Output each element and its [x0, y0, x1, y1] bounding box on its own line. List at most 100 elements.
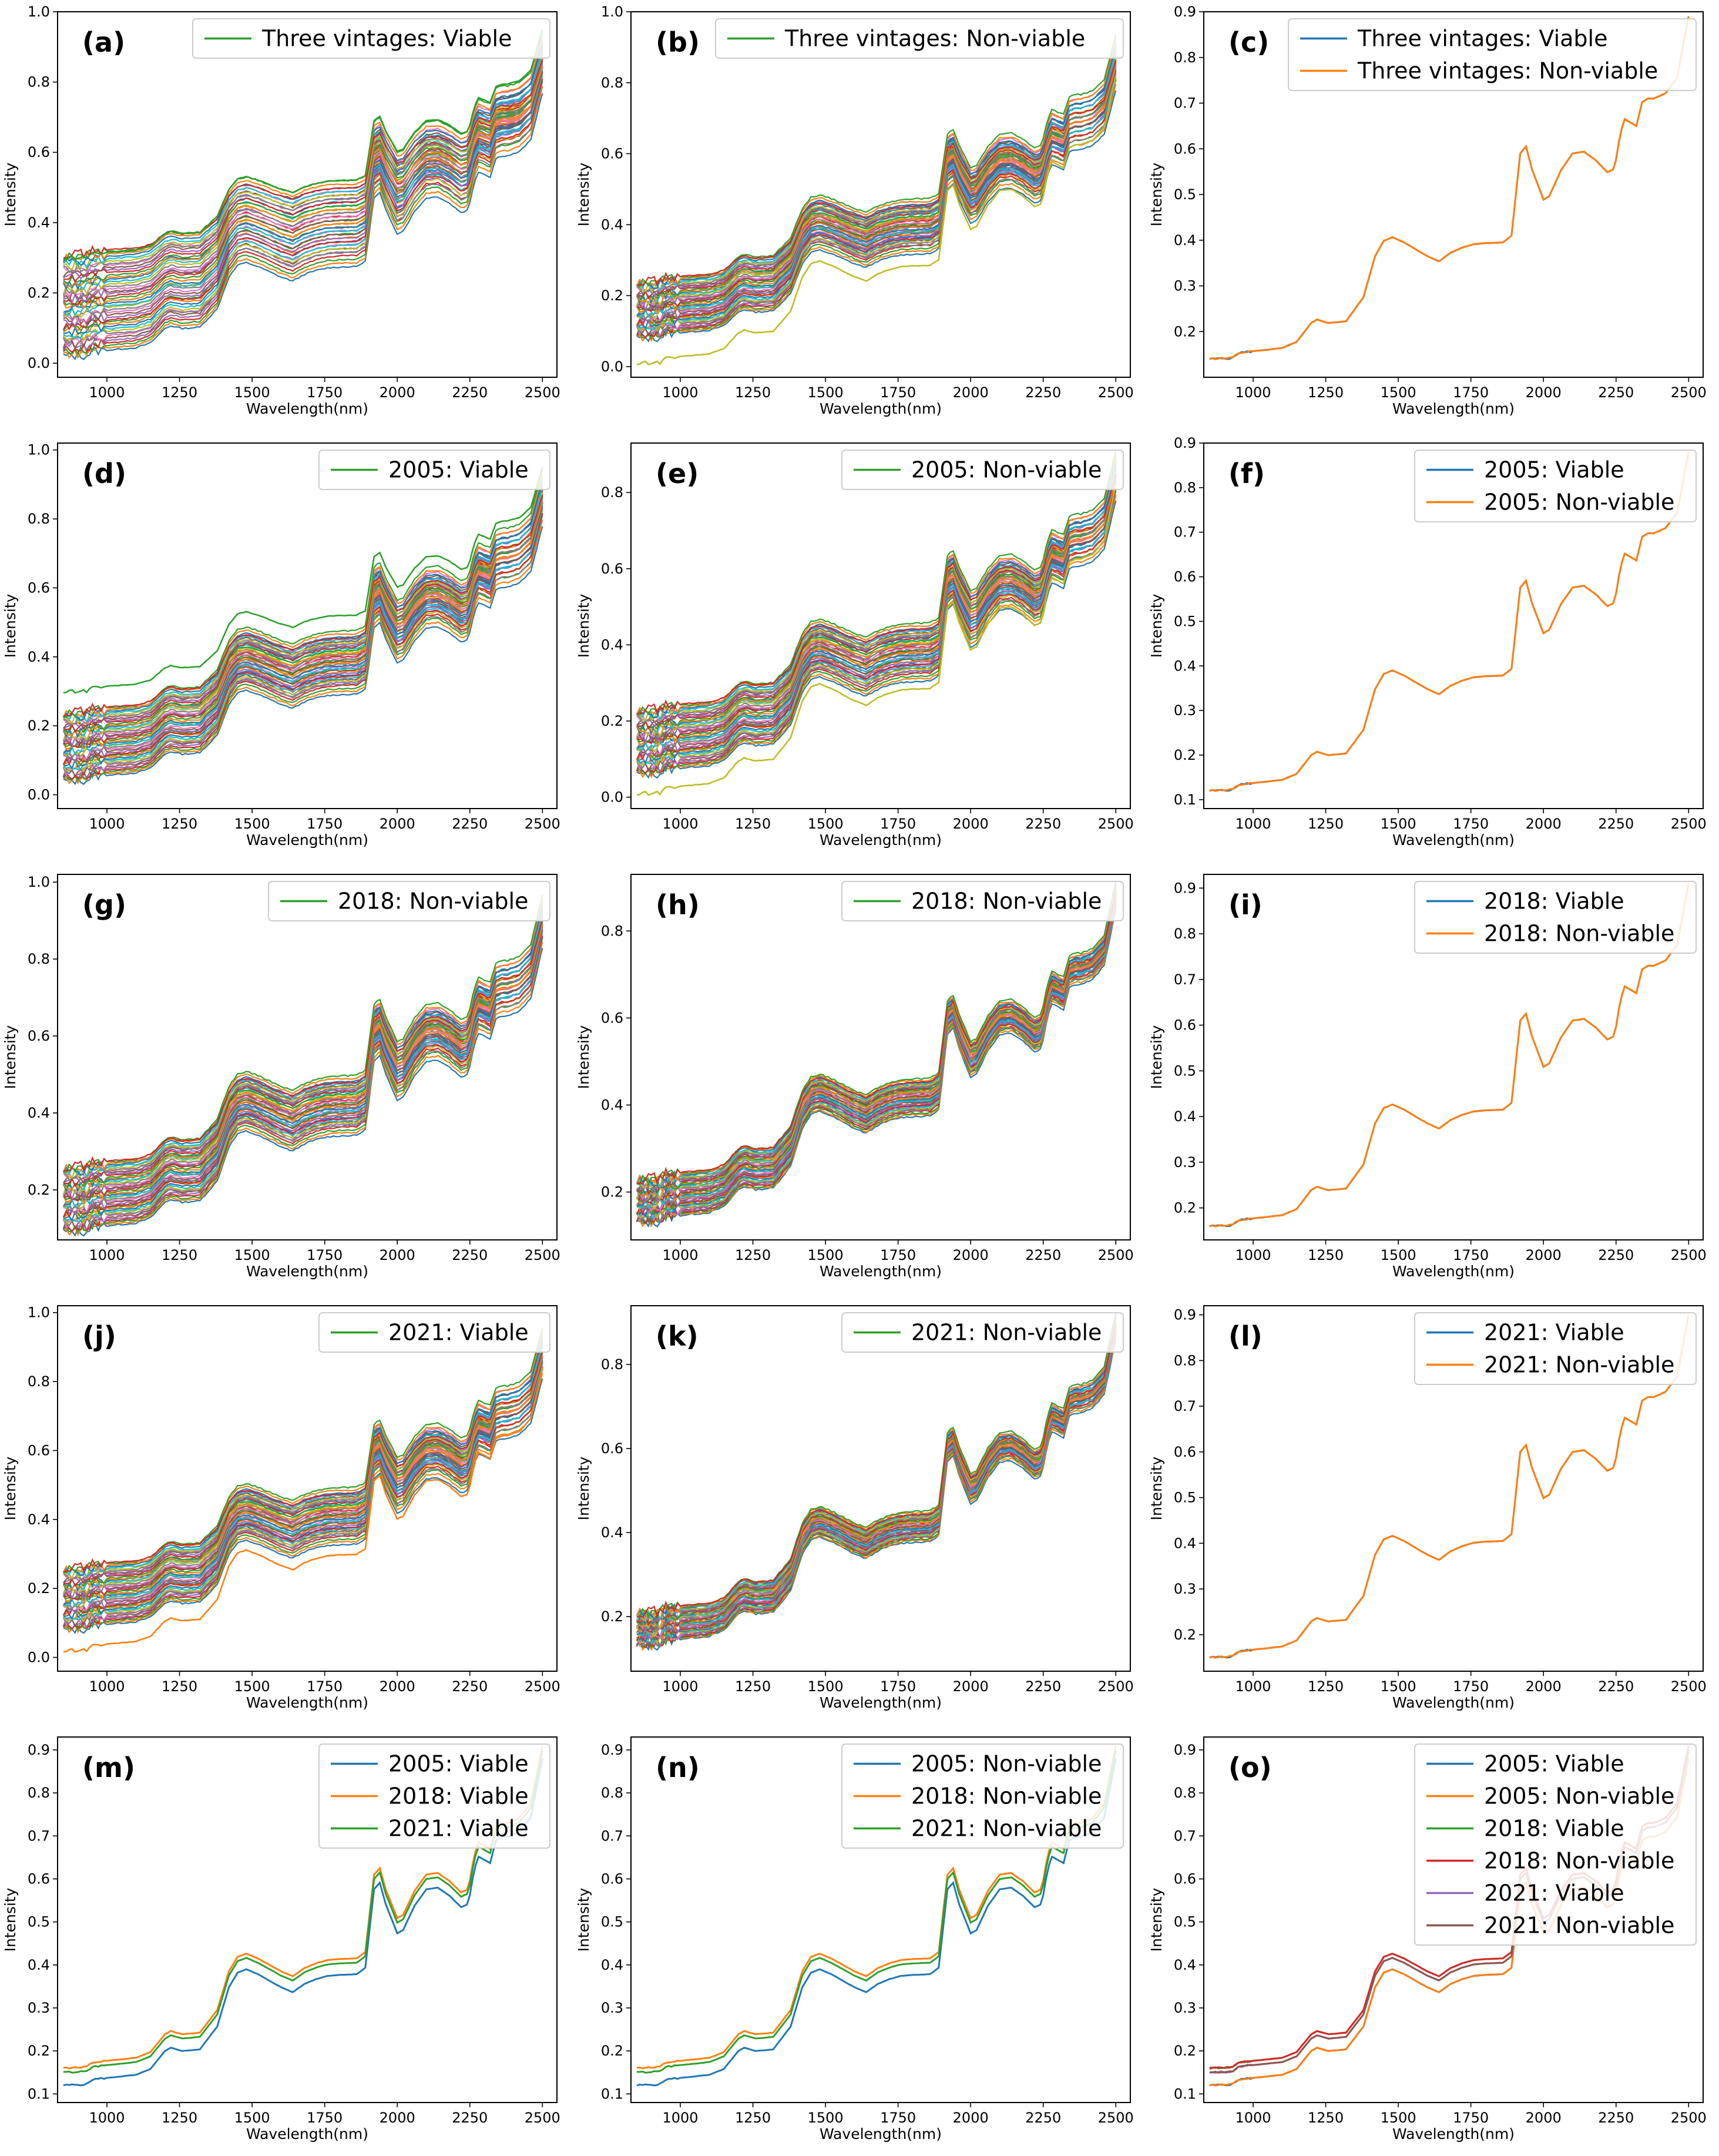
- spectrum-line: [62, 931, 543, 1232]
- spectrum-line: [63, 924, 543, 1215]
- x-tick-label: 1000: [662, 816, 698, 832]
- spectrum-line: [63, 1352, 543, 1611]
- spectrum-line: [63, 1352, 543, 1587]
- x-tick-label: 1000: [1235, 1247, 1271, 1263]
- spectrum-line: [636, 1320, 1117, 1642]
- spectrum-line: [636, 1330, 1117, 1633]
- series-group: [636, 881, 1117, 1228]
- y-tick-label: 0.6: [28, 579, 50, 596]
- x-tick-label: 1750: [307, 384, 343, 401]
- spectrum-line: [636, 491, 1117, 769]
- spectrum-line: [636, 1323, 1117, 1621]
- y-axis-label: Intensity: [2, 594, 19, 658]
- x-tick-label: 1500: [1381, 1678, 1416, 1695]
- y-tick-label: 0.7: [601, 1828, 623, 1844]
- legend-box: [1414, 881, 1697, 954]
- spectrum-outlier-line: [636, 75, 1117, 366]
- spectrum-line: [63, 76, 543, 342]
- y-tick-label: 0.7: [1174, 524, 1196, 541]
- spectrum-line: [62, 64, 543, 299]
- x-tick-label: 1750: [880, 1247, 916, 1263]
- y-tick-label: 0.6: [28, 1442, 50, 1458]
- spectrum-line: [636, 77, 1117, 327]
- x-tick-label: 1750: [307, 816, 343, 832]
- legend: 2005: Viable: [318, 450, 550, 490]
- spectrum-line: [636, 1317, 1117, 1620]
- legend-entry: 2021: Viable: [1484, 1880, 1624, 1906]
- spectrum-line: [63, 503, 543, 753]
- x-axis-label: Wavelength(nm): [1392, 1694, 1515, 1711]
- spectrum-line: [63, 1358, 543, 1605]
- series-group: [62, 29, 543, 361]
- x-tick-label: 2250: [1025, 2110, 1061, 2126]
- spectrum-line: [636, 894, 1117, 1205]
- panel-tag: (d): [82, 458, 126, 489]
- spectrum-line: [636, 483, 1117, 743]
- spectrum-line: [636, 59, 1117, 287]
- y-axis-label: Intensity: [2, 162, 19, 226]
- y-tick-label: 0.4: [28, 1105, 50, 1121]
- x-tick-label: 1500: [234, 1678, 270, 1695]
- y-tick-label: 0.2: [28, 717, 50, 734]
- spectrum-line: [636, 46, 1117, 290]
- spectrum-line: [63, 514, 543, 782]
- x-tick-label: 1250: [1308, 1678, 1344, 1695]
- x-tick-label: 1250: [735, 2110, 771, 2126]
- spectrum-line: [636, 1333, 1117, 1642]
- y-tick-label: 0.9: [1174, 880, 1196, 896]
- spectrum-line: [63, 948, 543, 1237]
- spectrum-line: [636, 1326, 1117, 1644]
- y-tick-label: 0.5: [1174, 1914, 1196, 1930]
- legend-box: [318, 1312, 550, 1353]
- mean-spectrum-line: [636, 1749, 1117, 2074]
- spectrum-line: [636, 1334, 1117, 1646]
- series-group: [63, 1745, 543, 2087]
- x-axis-label: Wavelength(nm): [820, 1694, 942, 1711]
- legend-box: [268, 881, 550, 921]
- spectrum-line: [62, 1357, 543, 1628]
- legend-box: [841, 1743, 1124, 1849]
- plot-frame: [1203, 1305, 1704, 1672]
- spectrum-line: [63, 1378, 543, 1634]
- y-tick-label: 0.2: [601, 2043, 623, 2059]
- legend: 2005: Viable 2005: Non-viable 2018: Viable…: [1414, 1743, 1697, 1946]
- legend-entry: 2021: Non-viable: [911, 1816, 1102, 1842]
- spectrum-line: [63, 71, 543, 303]
- spectrum-line: [636, 482, 1117, 765]
- panel-tag: (l): [1228, 1320, 1263, 1352]
- spectrum-line: [62, 481, 543, 722]
- y-tick-label: 0.8: [1174, 926, 1196, 942]
- series-group: [636, 34, 1117, 366]
- spectrum-line: [636, 1330, 1117, 1649]
- x-axis-label: Wavelength(nm): [1392, 2125, 1515, 2142]
- x-tick-label: 1250: [735, 816, 771, 832]
- legend-entry: Three vintages: Viable: [261, 26, 512, 52]
- legend: 2005: Non-viable 2018: Non-viable 2021: No…: [841, 1743, 1124, 1849]
- panel-tag: (j): [82, 1320, 116, 1352]
- y-axis-label: Intensity: [2, 1456, 19, 1520]
- spectrum-line: [636, 73, 1117, 318]
- plot-frame: [1203, 874, 1704, 1240]
- legend-entry: 2005: Viable: [388, 457, 529, 483]
- series-group: [62, 894, 543, 1237]
- y-tick-label: 0.8: [601, 1785, 623, 1801]
- x-tick-label: 2500: [1671, 384, 1707, 401]
- x-tick-label: 2000: [953, 1678, 989, 1695]
- x-tick-label: 2500: [1098, 384, 1134, 401]
- x-axis-label: Wavelength(nm): [246, 1694, 368, 1711]
- y-tick-label: 0.4: [1174, 658, 1196, 674]
- y-tick-label: 0.6: [1174, 1870, 1196, 1887]
- spectrum-line: [636, 79, 1117, 334]
- x-tick-label: 2000: [380, 1678, 415, 1695]
- spectrum-line: [636, 75, 1117, 333]
- y-tick-label: 0.2: [28, 2043, 50, 2059]
- mean-spectrum-line: [1209, 1315, 1690, 1659]
- x-tick-label: 2500: [525, 2110, 560, 2126]
- spectrum-line: [636, 894, 1117, 1191]
- x-tick-label: 1500: [808, 1247, 844, 1263]
- spectrum-line: [63, 928, 543, 1201]
- legend-entry: 2005: Non-viable: [911, 1751, 1102, 1777]
- y-tick-label: 0.2: [1174, 747, 1196, 763]
- spectrum-line: [62, 497, 543, 750]
- spectrum-line: [636, 477, 1117, 739]
